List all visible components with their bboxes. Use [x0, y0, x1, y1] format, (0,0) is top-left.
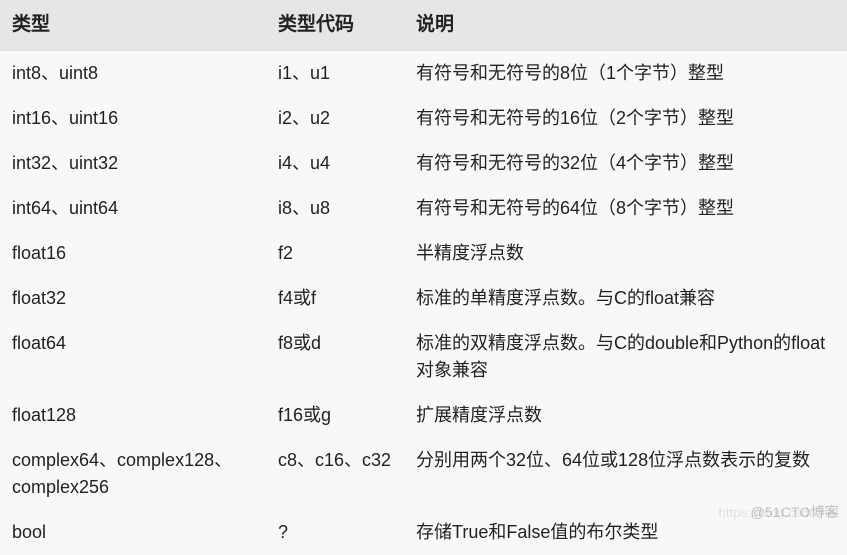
table-row: float32 f4或f 标准的单精度浮点数。与C的float兼容: [0, 276, 847, 321]
cell-desc: 有符号和无符号的32位（4个字节）整型: [416, 150, 837, 177]
table-row: int64、uint64 i8、u8 有符号和无符号的64位（8个字节）整型: [0, 186, 847, 231]
table-row: float64 f8或d 标准的双精度浮点数。与C的double和Python的…: [0, 321, 847, 393]
cell-type: int64、uint64: [12, 195, 278, 222]
header-type: 类型: [12, 11, 278, 40]
cell-desc: 扩展精度浮点数: [416, 402, 837, 429]
cell-code: ?: [278, 519, 416, 546]
cell-code: i1、u1: [278, 60, 416, 87]
cell-code: f2: [278, 240, 416, 267]
table-row: int16、uint16 i2、u2 有符号和无符号的16位（2个字节）整型: [0, 96, 847, 141]
cell-type: float16: [12, 240, 278, 267]
cell-type: bool: [12, 519, 278, 546]
header-desc: 说明: [416, 11, 837, 40]
cell-code: f8或d: [278, 330, 416, 357]
table-row: int8、uint8 i1、u1 有符号和无符号的8位（1个字节）整型: [0, 51, 847, 96]
cell-type: int32、uint32: [12, 150, 278, 177]
cell-desc: 标准的单精度浮点数。与C的float兼容: [416, 285, 837, 312]
cell-type: float32: [12, 285, 278, 312]
table-row: float128 f16或g 扩展精度浮点数: [0, 393, 847, 438]
cell-code: f4或f: [278, 285, 416, 312]
cell-code: f16或g: [278, 402, 416, 429]
table-row: int32、uint32 i4、u4 有符号和无符号的32位（4个字节）整型: [0, 141, 847, 186]
cell-code: i4、u4: [278, 150, 416, 177]
cell-desc: 有符号和无符号的64位（8个字节）整型: [416, 195, 837, 222]
cell-type: float128: [12, 402, 278, 429]
cell-type: int16、uint16: [12, 105, 278, 132]
cell-type: float64: [12, 330, 278, 357]
table-row: float16 f2 半精度浮点数: [0, 231, 847, 276]
cell-desc: 标准的双精度浮点数。与C的double和Python的float对象兼容: [416, 330, 837, 384]
table-row: bool ? 存储True和False值的布尔类型: [0, 510, 847, 555]
header-code: 类型代码: [278, 11, 416, 40]
dtype-table: 类型 类型代码 说明 int8、uint8 i1、u1 有符号和无符号的8位（1…: [0, 0, 847, 555]
cell-code: c8、c16、c32: [278, 447, 416, 474]
cell-desc: 半精度浮点数: [416, 240, 837, 267]
table-row: complex64、complex128、complex256 c8、c16、c…: [0, 438, 847, 510]
cell-desc: 有符号和无符号的8位（1个字节）整型: [416, 60, 837, 87]
cell-desc: 分别用两个32位、64位或128位浮点数表示的复数: [416, 447, 837, 474]
cell-type: int8、uint8: [12, 60, 278, 87]
table-header-row: 类型 类型代码 说明: [0, 0, 847, 51]
cell-type: complex64、complex128、complex256: [12, 447, 278, 501]
cell-desc: 存储True和False值的布尔类型: [416, 519, 837, 546]
cell-code: i2、u2: [278, 105, 416, 132]
cell-desc: 有符号和无符号的16位（2个字节）整型: [416, 105, 837, 132]
cell-code: i8、u8: [278, 195, 416, 222]
